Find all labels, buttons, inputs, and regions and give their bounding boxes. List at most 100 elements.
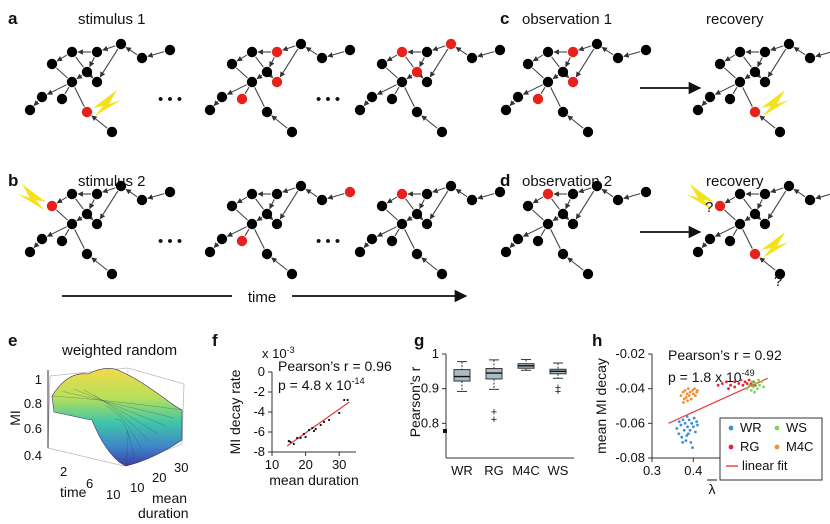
f-data-point [289,440,292,444]
node [344,44,356,56]
network-edge [236,54,248,62]
panel-label-b: b [8,171,18,190]
h-data-point [685,434,689,437]
title-stimulus-2: stimulus 2 [78,173,146,190]
network-edge [724,67,736,79]
f-data-point [292,442,295,446]
h-x-tick-label: 0.3 [643,463,661,478]
h-data-point [756,387,759,391]
network-edge [394,86,400,95]
network-edge [363,100,370,106]
h-p-exponent: -49 [742,368,755,378]
h-legend-label: WR [740,420,762,435]
network-edge [575,190,595,220]
node [396,218,408,230]
h-data-point [679,423,683,427]
node [81,208,93,220]
network-edge [64,86,70,95]
network-edge [56,67,68,79]
h-data-point [745,382,749,385]
h-data-point [696,423,699,427]
network-edge [767,190,787,220]
network-edge [376,84,397,95]
node [411,208,423,220]
active-node [749,106,761,118]
node [567,218,579,230]
f-fit-line [286,401,350,447]
active-node [236,93,248,105]
network-edge [601,46,614,56]
g-outlier: + [491,414,497,426]
node [804,52,816,64]
g-y-tick-label: 1 [432,346,439,361]
network-edge [404,229,415,249]
network-edge [732,86,738,95]
h-data-point [762,385,765,389]
network-edge [550,229,561,249]
network-edge [102,187,116,194]
ellipsis-a1: • • • [158,91,182,108]
network-edge [256,215,263,222]
f-y-label: MI decay rate [227,369,243,454]
node [286,126,298,138]
stimulus-bolt-icon [686,184,714,210]
node [704,91,716,103]
node [704,233,716,245]
g-outlier [443,428,447,433]
h-fit-line [668,377,768,424]
title-recovery-d: recovery [706,173,764,190]
node [734,218,746,230]
network-edge [147,193,165,200]
network [18,180,176,280]
node [106,126,118,138]
node [286,268,298,280]
question-mark-2: ? [774,273,782,290]
h-data-point [753,382,757,385]
network-edge [757,199,763,210]
ellipsis-b1: • • • [158,233,182,250]
h-data-point [687,418,691,422]
node [46,58,58,70]
h-data-point [745,387,749,391]
network-edge [563,72,570,79]
panel-f-scatter: 10 20 30 0 -2 -4 -6 -8 x 10-3 MI decay rate mean d… [227,345,392,488]
network-edge [767,48,787,78]
active-node [271,46,283,58]
network-edge [327,193,345,200]
node [36,233,48,245]
node [204,104,216,116]
network-edge [522,84,543,95]
network-edge [255,56,264,68]
h-data-point [684,395,688,399]
h-x-label: λ [709,481,716,497]
network-edge [724,209,736,221]
h-data-point [720,382,724,385]
network [686,180,830,280]
mesh-line [104,405,143,451]
node [466,52,478,64]
h-data-point [757,378,761,382]
node [411,248,423,260]
ellipsis-a2: • • • [316,91,340,108]
network-edge [421,115,438,129]
g-box [453,369,471,382]
h-data-point [689,441,693,444]
network-edge [56,54,68,62]
network-edge [74,87,85,107]
node [692,104,704,116]
active-node [344,186,356,198]
node [612,52,624,64]
node [714,58,726,70]
network-edge [714,226,735,237]
active-node [714,200,726,212]
network-edge [46,226,67,237]
network-edge [532,209,544,221]
node [724,235,736,247]
node [376,58,388,70]
network-edge [419,57,425,68]
node [81,66,93,78]
panel-label-g: g [414,331,424,350]
network-edge [125,46,138,56]
node [421,46,433,58]
node [354,246,366,258]
